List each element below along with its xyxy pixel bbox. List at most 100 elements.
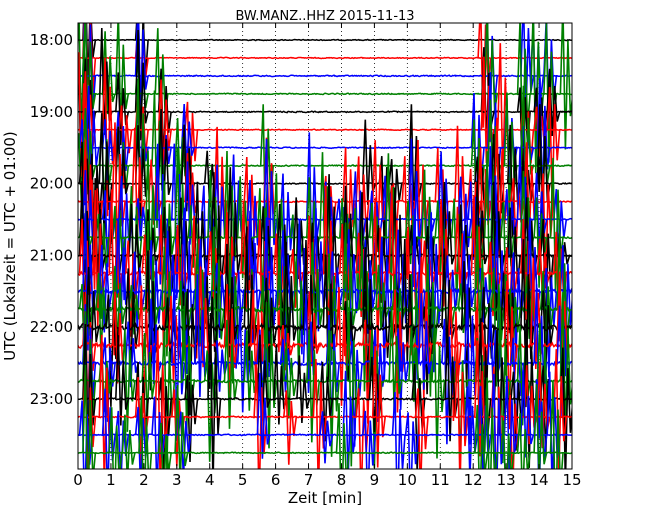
event-spike — [180, 103, 195, 168]
trace-line — [78, 56, 572, 60]
event-spike — [533, 172, 548, 254]
event-spike — [121, 414, 136, 469]
event-spike — [559, 347, 572, 469]
event-spike — [223, 319, 238, 429]
event-spike — [342, 222, 357, 349]
event-spike — [490, 134, 505, 258]
event-spike — [418, 293, 433, 390]
event-spike — [98, 244, 113, 333]
event-spike — [124, 321, 139, 388]
y-tick-label: 23:00 — [30, 390, 73, 408]
plot-frame — [77, 22, 573, 470]
event-spike — [85, 85, 100, 194]
event-spike — [141, 332, 156, 422]
x-tick-label: 5 — [238, 471, 248, 489]
chart-title: BW.MANZ..HHZ 2015-11-13 — [235, 9, 414, 24]
event-spike — [223, 150, 238, 297]
event-spike — [454, 341, 469, 469]
traces — [78, 23, 572, 469]
event-spike — [516, 413, 531, 469]
event-spike — [197, 266, 212, 368]
event-spike — [108, 407, 123, 469]
x-tick-label: 14 — [530, 471, 549, 489]
trace-line — [78, 451, 572, 455]
x-tick-label: 10 — [398, 471, 417, 489]
event-spike — [362, 410, 377, 469]
event-spike — [319, 361, 334, 442]
event-spike — [138, 395, 153, 469]
event-spike — [506, 288, 521, 367]
event-spike — [431, 321, 446, 459]
event-spike — [391, 391, 406, 469]
event-spike — [82, 364, 97, 469]
event-spike — [82, 108, 97, 195]
y-axis-label: UTC (Lokalzeit = UTC + 01:00) — [1, 131, 19, 361]
event-spike — [131, 251, 146, 332]
x-tick-label: 11 — [431, 471, 450, 489]
event-spike — [157, 422, 172, 469]
event-spike — [414, 388, 429, 469]
event-spike — [283, 390, 298, 465]
event-spike — [157, 108, 172, 212]
event-spike — [246, 179, 261, 284]
event-spike — [134, 29, 149, 141]
event-spike — [134, 23, 149, 111]
trace-line — [78, 38, 572, 42]
x-tick-label: 9 — [370, 471, 380, 489]
x-tick-label: 2 — [139, 471, 149, 489]
event-spike — [533, 384, 548, 469]
x-tick-label: 12 — [464, 471, 483, 489]
event-spike — [256, 372, 271, 459]
event-spike — [263, 302, 278, 449]
event-spike — [474, 404, 489, 469]
y-tick-label: 19:00 — [30, 103, 73, 121]
event-spike — [329, 251, 344, 328]
event-spike — [85, 266, 100, 365]
trace-line — [78, 396, 572, 402]
x-axis-label: Zeit [min] — [288, 489, 362, 507]
trace-line — [78, 340, 572, 350]
event-spike — [253, 367, 268, 469]
event-spike — [309, 242, 324, 349]
event-spike — [210, 226, 225, 385]
event-spike — [549, 380, 564, 469]
event-spike — [546, 87, 561, 207]
y-tick-label: 22:00 — [30, 318, 73, 336]
event-spike — [263, 277, 278, 371]
event-spike — [441, 181, 456, 278]
event-spike — [520, 369, 535, 458]
event-spike — [559, 291, 572, 440]
y-tick-label: 18:00 — [30, 31, 73, 49]
event-spike — [223, 243, 238, 358]
event-spike — [101, 119, 116, 181]
event-spike — [111, 265, 126, 346]
event-spike — [283, 241, 298, 361]
x-tick-label: 6 — [271, 471, 281, 489]
event-spike — [174, 385, 189, 469]
ticks: 0 1 2 3 4 5 6 7 8 9 10 11 12 13 14 1518:0019:0020:0021:… — [30, 23, 582, 489]
x-tick-label: 1 — [106, 471, 116, 489]
event-spike — [546, 68, 561, 137]
event-spike — [500, 420, 515, 469]
event-spike — [493, 117, 508, 258]
event-spike — [342, 370, 357, 469]
event-spike — [283, 342, 298, 419]
x-tick-label: 15 — [562, 471, 581, 489]
event-spike — [144, 150, 159, 274]
event-spike — [388, 306, 403, 413]
x-tick-label: 3 — [172, 471, 182, 489]
y-tick-label: 21:00 — [30, 246, 73, 264]
event-spike — [371, 346, 386, 468]
event-spike — [539, 290, 554, 372]
trace-line — [78, 359, 572, 367]
event-spike — [401, 238, 416, 364]
event-spike — [404, 412, 419, 469]
event-spike — [559, 23, 572, 150]
event-spike — [503, 375, 518, 469]
event-spike — [115, 23, 130, 132]
x-tick-label: 8 — [337, 471, 347, 489]
event-spike — [325, 330, 340, 457]
event-spike — [335, 403, 350, 469]
